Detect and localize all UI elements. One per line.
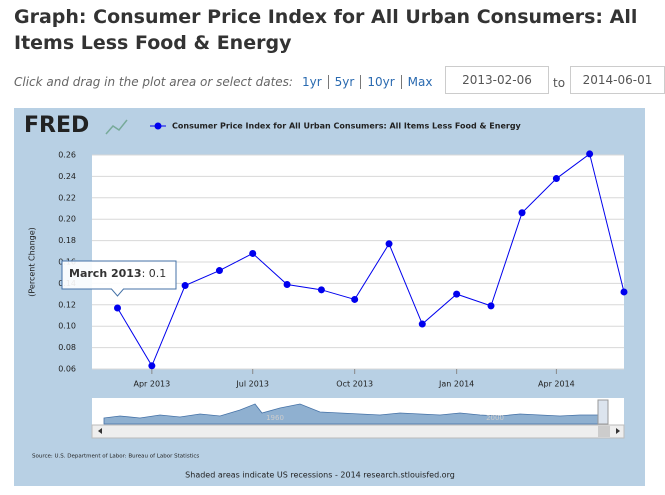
range-link[interactable]: Max [400, 75, 439, 89]
data-point [487, 302, 495, 310]
y-tick-label: 0.06 [58, 365, 76, 374]
data-point [249, 249, 257, 257]
range-link[interactable]: 1yr [302, 75, 322, 89]
scrollbar[interactable] [91, 424, 625, 439]
data-point [586, 150, 594, 158]
data-point [317, 286, 325, 294]
data-point [283, 280, 291, 288]
x-tick-label: Apr 2014 [538, 380, 575, 389]
navigator-handle[interactable] [597, 399, 609, 425]
tooltip-text: March 2013: 0.1 [69, 267, 166, 280]
tooltip-box [61, 260, 177, 297]
data-point [453, 290, 461, 298]
tooltip-value: : 0.1 [142, 267, 167, 280]
data-point [385, 240, 393, 248]
y-tick-label: 0.18 [58, 236, 76, 245]
y-tick-label: 0.10 [58, 322, 76, 331]
scrollbar-thumb[interactable] [598, 426, 610, 437]
logo-icon [105, 119, 128, 135]
y-tick-label: 0.08 [58, 343, 76, 352]
page-title: Graph: Consumer Price Index for All Urba… [14, 6, 638, 54]
scroll-right[interactable] [616, 428, 620, 434]
x-tick-label: Jan 2014 [438, 380, 474, 389]
instruction: Click and drag in the plot area or selec… [14, 75, 293, 89]
tooltip-label: March 2013 [69, 267, 142, 280]
legend-label: Consumer Price Index for All Urban Consu… [172, 122, 522, 131]
logo: FRED [24, 113, 89, 138]
data-point [181, 282, 189, 290]
data-point [620, 288, 628, 296]
data-point [552, 175, 560, 183]
range-link[interactable]: 10yr [360, 75, 400, 89]
range-link[interactable]: 5yr [327, 75, 361, 89]
y-tick-label: 0.26 [58, 151, 76, 160]
data-point [418, 320, 426, 328]
x-tick-label: Jul 2013 [235, 380, 269, 389]
tooltip: March 2013: 0.1 [61, 260, 177, 297]
legend-marker [154, 122, 162, 130]
data-point [215, 267, 223, 275]
x-tick-label: Apr 2013 [133, 380, 170, 389]
y-axis-label: (Percent Change) [28, 227, 37, 297]
start-date-input[interactable]: 2013-02-06 [445, 66, 549, 94]
data-point [518, 209, 526, 217]
y-tick-label: 0.20 [58, 215, 76, 224]
y-tick-label: 0.12 [58, 300, 76, 309]
series-line [117, 153, 625, 367]
footer: Shaded areas indicate US recessions - 20… [185, 471, 455, 480]
data-point [351, 295, 359, 303]
y-tick-label: 0.22 [58, 193, 76, 202]
to-label: to [553, 76, 566, 90]
scroll-left[interactable] [98, 428, 102, 434]
navigator-label: 1960 [266, 414, 284, 422]
navigator-series [103, 403, 599, 425]
source: Source: U.S. Department of Labor: Bureau… [32, 454, 199, 460]
x-tick-label: Oct 2013 [336, 380, 373, 389]
y-tick-label: 0.24 [58, 172, 76, 181]
navigator-label: 2000 [486, 414, 504, 422]
data-point [113, 304, 121, 312]
range-links: 1yr 5yr 10yr Max [296, 75, 438, 89]
data-point [148, 362, 156, 370]
